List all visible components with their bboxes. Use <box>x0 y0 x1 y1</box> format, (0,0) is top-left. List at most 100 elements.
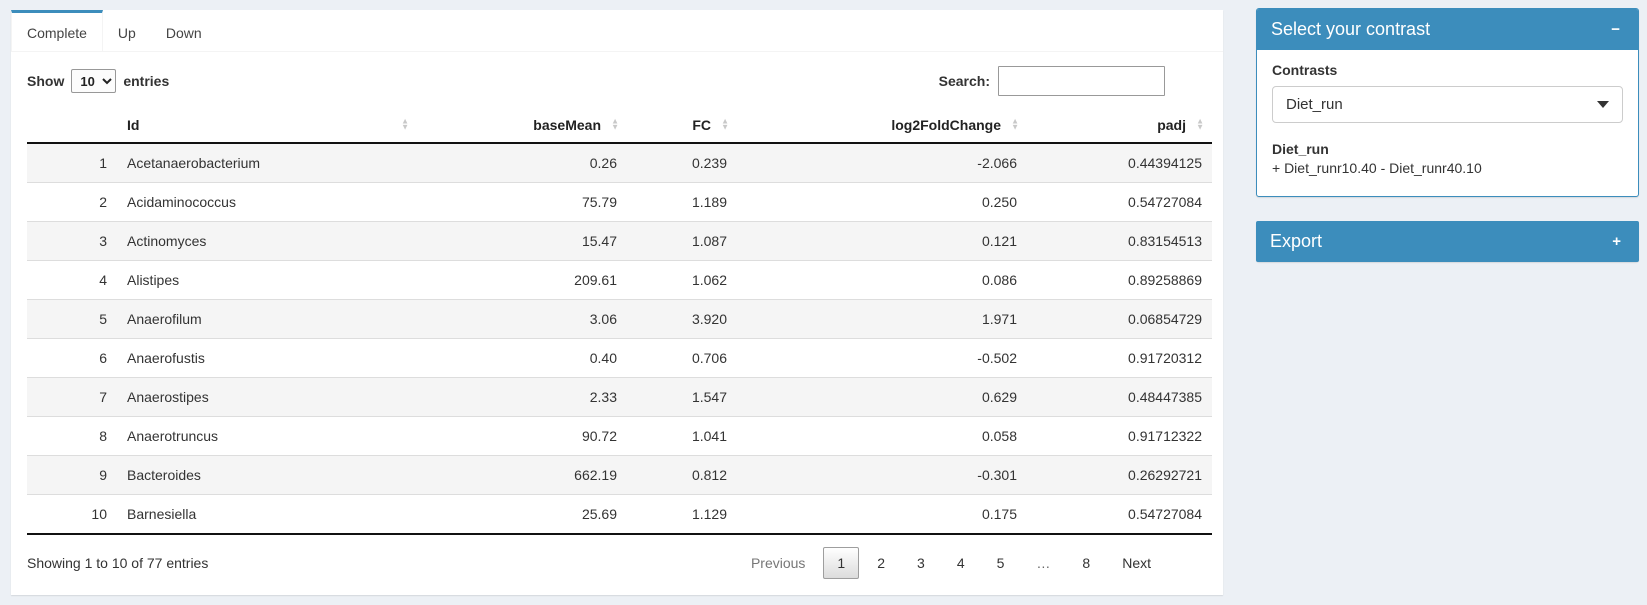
column-header-baseMean[interactable]: baseMean ▲ ▼ <box>417 108 627 144</box>
cell-baseMean: 15.47 <box>417 221 627 261</box>
cell-index: 5 <box>27 299 117 339</box>
column-header-fc[interactable]: FC ▲ ▼ <box>627 108 737 144</box>
cell-index: 9 <box>27 455 117 495</box>
contrast-box-body: Contrasts Diet_run Diet_run + Diet_runr1… <box>1257 50 1638 196</box>
table-row[interactable]: 1 Acetanaerobacterium 0.26 0.239 -2.066 0.443… <box>27 143 1212 183</box>
cell-fc: 1.087 <box>627 221 737 261</box>
export-box-header: Export + <box>1256 221 1639 262</box>
export-box-title: Export <box>1270 231 1323 251</box>
table-row[interactable]: 6 Anaerofustis 0.40 0.706 -0.502 0.91720312 <box>27 338 1212 378</box>
page-button-4[interactable]: 4 <box>956 555 965 571</box>
cell-fc: 1.041 <box>627 416 737 456</box>
cell-padj: 0.91712322 <box>1027 416 1212 456</box>
table-footer: Showing 1 to 10 of 77 entries Previous 1 2… <box>21 535 1213 589</box>
cell-index: 4 <box>27 260 117 300</box>
cell-id: Actinomyces <box>117 221 417 261</box>
tab-bar: Complete Up Down <box>11 10 1223 52</box>
cell-id: Anaerofustis <box>117 338 417 378</box>
cell-fc: 3.920 <box>627 299 737 339</box>
page-button-5[interactable]: 5 <box>996 555 1005 571</box>
table-row[interactable]: 2 Acidaminococcus 75.79 1.189 0.250 0.5472708… <box>27 182 1212 222</box>
column-header-log2fc[interactable]: log2FoldChange ▲ ▼ <box>737 108 1027 144</box>
cell-id: Acetanaerobacterium <box>127 155 261 171</box>
table-row[interactable]: 7 Anaerostipes 2.33 1.547 0.629 0.48447385 <box>27 377 1212 417</box>
cell-padj: 0.91720312 <box>1027 338 1212 378</box>
cell-id: Barnesiella <box>117 494 417 534</box>
tab-down[interactable]: Down <box>165 25 202 41</box>
expand-plus-icon[interactable]: + <box>1612 233 1621 250</box>
search-label: Search: <box>938 73 990 89</box>
cell-baseMean: 90.72 <box>417 416 627 456</box>
cell-index: 10 <box>27 494 117 534</box>
page-button-8[interactable]: 8 <box>1082 555 1091 571</box>
table-row[interactable]: 8 Anaerotruncus 90.72 1.041 0.058 0.91712322 <box>27 416 1212 456</box>
cell-index: 8 <box>27 416 117 456</box>
cell-baseMean: 662.19 <box>417 455 627 495</box>
page-length-control: Show 10 entries <box>27 69 169 93</box>
cell-fc: 1.189 <box>627 182 737 222</box>
cell-id: Anaerotruncus <box>117 416 417 456</box>
cell-baseMean: 2.33 <box>417 377 627 417</box>
cell-log2fc: 0.121 <box>737 221 1027 261</box>
cell-log2fc: -0.502 <box>737 338 1027 378</box>
cell-log2fc: 0.250 <box>737 182 1027 222</box>
page-button-1[interactable]: 1 <box>823 547 860 579</box>
cell-fc: 1.547 <box>627 377 737 417</box>
page-button-next[interactable]: Next <box>1122 555 1151 571</box>
table-header: Id ▲ ▼ baseMean ▲ ▼ FC ▲ ▼ log2FoldChange ▲ ▼ padj ▲ ▼ <box>27 108 1212 144</box>
table-row[interactable]: 10 Barnesiella 25.69 1.129 0.175 0.54727084 <box>27 494 1212 534</box>
contrast-select[interactable]: Diet_run <box>1272 86 1623 123</box>
cell-padj: 0.89258869 <box>1027 260 1212 300</box>
cell-id: Alistipes <box>117 260 417 300</box>
cell-fc: 0.812 <box>627 455 737 495</box>
cell-log2fc: -0.301 <box>737 455 1027 495</box>
contrast-box-title: Select your contrast <box>1271 19 1431 39</box>
sort-icon: ▲ ▼ <box>611 116 619 132</box>
sort-icon: ▲ ▼ <box>401 116 409 132</box>
table-row[interactable]: 3 Actinomyces 15.47 1.087 0.121 0.83154513 <box>27 221 1212 261</box>
cell-fc: 0.706 <box>627 338 737 378</box>
cell-padj: 0.48447385 <box>1027 377 1212 417</box>
cell-fc: 1.129 <box>627 494 737 534</box>
page-length-select[interactable]: 10 <box>71 69 117 93</box>
cell-index: 7 <box>27 377 117 417</box>
cell-padj: 0.44394125 <box>1128 155 1202 171</box>
cell-fc: 1.062 <box>627 260 737 300</box>
page-button-2[interactable]: 2 <box>877 555 886 571</box>
cell-baseMean: 25.69 <box>417 494 627 534</box>
results-tab-box: Complete Up Down Show 10 entries Search: <box>11 10 1223 595</box>
chevron-down-icon <box>1597 101 1609 108</box>
cell-log2fc: 1.971 <box>737 299 1027 339</box>
contrast-detail-title: Diet_run <box>1272 141 1329 157</box>
table-row[interactable]: 5 Anaerofilum 3.06 3.920 1.971 0.06854729 <box>27 299 1212 339</box>
cell-baseMean: 209.61 <box>417 260 627 300</box>
cell-log2fc: 0.175 <box>737 494 1027 534</box>
page-button-previous[interactable]: Previous <box>750 555 806 571</box>
contrast-detail-text: + Diet_runr10.40 - Diet_runr40.10 <box>1272 160 1482 176</box>
cell-index: 2 <box>27 182 117 222</box>
search-input[interactable] <box>998 66 1165 96</box>
sort-icon: ▲ ▼ <box>1196 116 1204 132</box>
tab-up[interactable]: Up <box>117 25 136 41</box>
contrast-box-header: Select your contrast − <box>1257 9 1638 50</box>
cell-log2fc: 0.058 <box>737 416 1027 456</box>
sort-icon: ▲ ▼ <box>721 116 729 132</box>
table-row[interactable]: 4 Alistipes 209.61 1.062 0.086 0.89258869 <box>27 260 1212 300</box>
table-row[interactable]: 9 Bacteroides 662.19 0.812 -0.301 0.26292721 <box>27 455 1212 495</box>
cell-fc: 0.239 <box>691 155 727 171</box>
tab-complete[interactable]: Complete <box>11 10 103 51</box>
export-box: Export + <box>1256 221 1639 262</box>
collapse-minus-icon[interactable]: − <box>1611 21 1620 38</box>
cell-padj: 0.06854729 <box>1027 299 1212 339</box>
sort-icon: ▲ ▼ <box>1011 116 1019 132</box>
column-header-padj[interactable]: padj ▲ ▼ <box>1027 108 1212 144</box>
cell-padj: 0.54727084 <box>1027 494 1212 534</box>
page-button-3[interactable]: 3 <box>917 555 925 571</box>
results-table: Id ▲ ▼ baseMean ▲ ▼ FC ▲ ▼ log2FoldChange ▲ ▼ padj ▲ ▼… <box>27 108 1212 535</box>
column-header-index <box>27 108 117 144</box>
column-header-id[interactable]: Id ▲ ▼ <box>117 108 417 144</box>
cell-index: 1 <box>99 155 107 171</box>
cell-index: 3 <box>27 221 117 261</box>
cell-baseMean: 0.26 <box>589 155 617 171</box>
cell-padj: 0.54727084 <box>1027 182 1212 222</box>
